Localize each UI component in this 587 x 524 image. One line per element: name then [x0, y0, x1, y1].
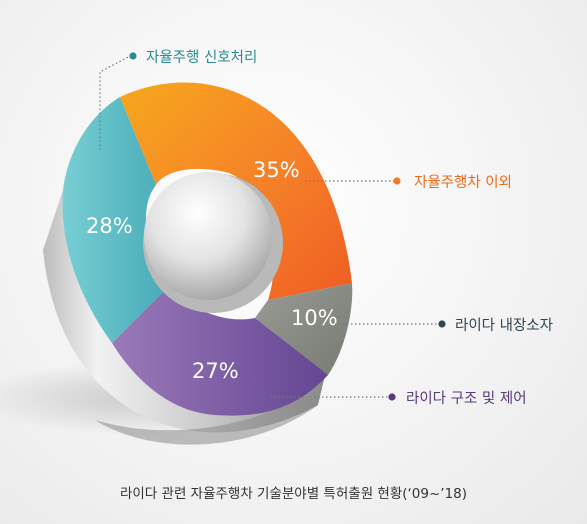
donut-hole: [144, 172, 272, 300]
legend-dot: [388, 393, 396, 401]
ring-side-shade: [95, 395, 318, 445]
slice-value-label: 28%: [86, 214, 133, 238]
slice-category-label: 자율주행 신호처리: [146, 49, 257, 66]
legend-dot: [393, 177, 401, 185]
slice-value-label: 27%: [192, 359, 239, 383]
slice-group: [62, 82, 353, 416]
slice-category-label: 라이다 구조 및 제어: [406, 390, 527, 407]
slice-purple: [112, 285, 328, 416]
slice-category-label: 라이다 내장소자: [455, 317, 553, 334]
donut-chart: 35% 10% 27% 28% 자율주행차 이외 라이다 내장소자 라이다 구조…: [0, 49, 553, 445]
slice-value-label: 10%: [291, 306, 338, 330]
leader-line: [99, 55, 131, 150]
slice-value-label: 35%: [253, 158, 300, 182]
slice-teal: [62, 97, 170, 343]
legend-dot: [438, 320, 446, 328]
legend-dot: [129, 52, 137, 60]
chart-caption: 라이다 관련 자율주행차 기술분야별 특허출원 현황(‘09~’18): [119, 486, 468, 502]
slice-gray: [255, 283, 353, 375]
slice-orange: [120, 82, 352, 300]
slice-category-label: 자율주행차 이외: [414, 174, 512, 191]
